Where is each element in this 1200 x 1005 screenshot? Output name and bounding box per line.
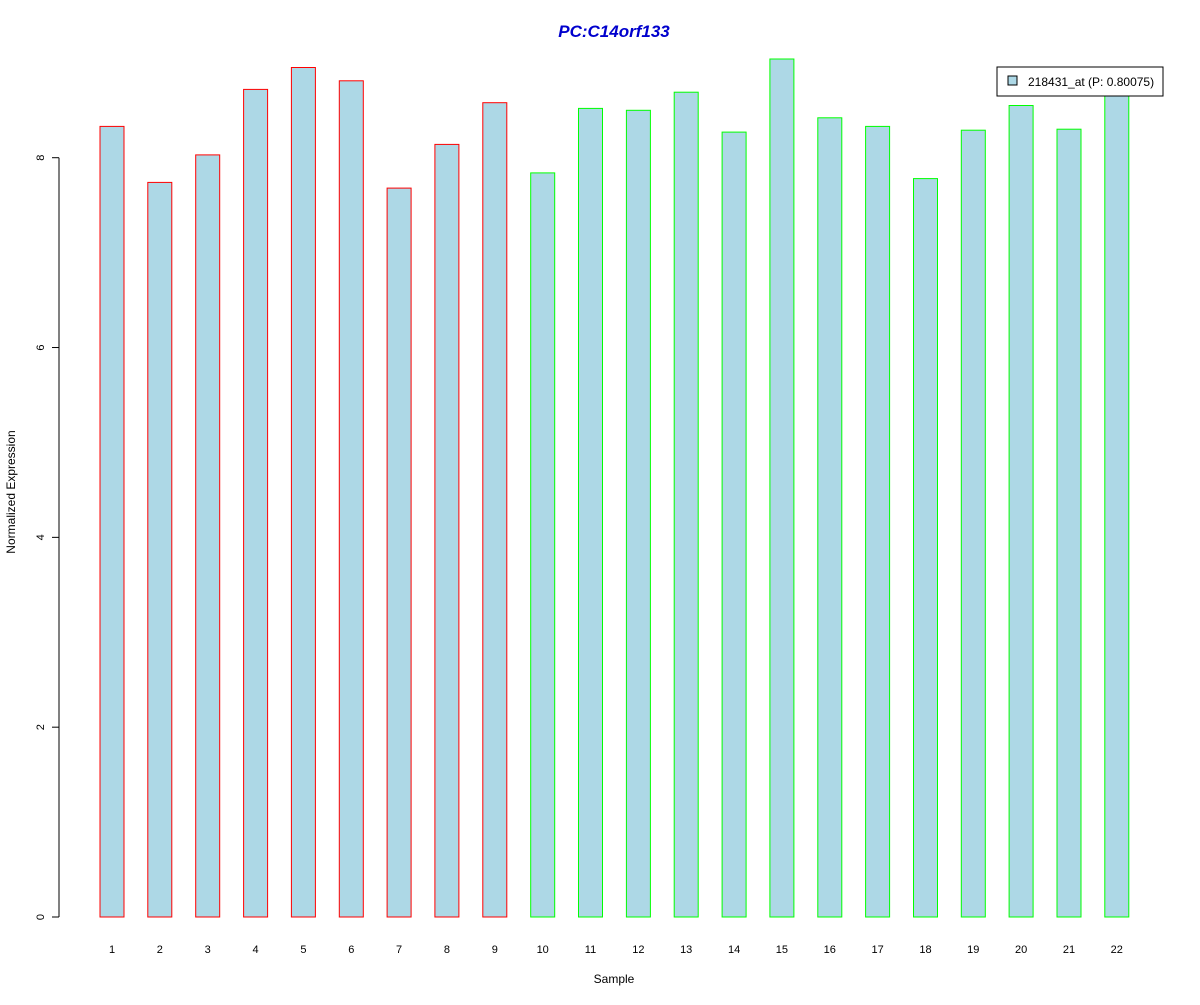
bar-sample-22 xyxy=(1104,88,1130,918)
y-tick-label: 4 xyxy=(35,534,47,540)
bar-sample-14 xyxy=(721,131,747,918)
x-tick-label: 7 xyxy=(396,944,402,956)
x-tick-label: 9 xyxy=(492,944,498,956)
bar-sample-3 xyxy=(195,154,221,918)
x-tick-label: 16 xyxy=(824,944,836,956)
bar-sample-17 xyxy=(865,125,891,918)
x-tick-label: 2 xyxy=(157,944,163,956)
x-tick-label: 11 xyxy=(585,944,596,956)
x-tick-label: 18 xyxy=(919,944,931,956)
legend-label: 218431_at (P: 0.80075) xyxy=(1028,75,1154,89)
x-tick-label: 13 xyxy=(680,944,692,956)
bar-sample-10 xyxy=(530,172,556,918)
legend-swatch xyxy=(1007,75,1018,86)
x-tick-label: 22 xyxy=(1111,944,1123,956)
x-tick-label: 20 xyxy=(1015,944,1027,956)
bar-sample-9 xyxy=(482,102,508,918)
x-tick-label: 6 xyxy=(348,944,354,956)
x-tick-label: 21 xyxy=(1063,944,1075,956)
bar-sample-15 xyxy=(769,58,795,918)
x-tick-label: 19 xyxy=(967,944,979,956)
bar-sample-19 xyxy=(960,129,986,918)
y-axis: 0 2 4 6 8 xyxy=(35,155,60,920)
y-tick-label: 2 xyxy=(35,724,47,730)
bar-sample-6 xyxy=(338,80,364,918)
chart-title: PC:C14orf133 xyxy=(558,22,670,41)
x-tick-label: 4 xyxy=(253,944,259,956)
x-axis: 1 2 3 4 5 6 7 8 9 10 11 12 13 14 15 16 17 18 19 20 21 22 xyxy=(109,944,1123,956)
x-tick-label: 3 xyxy=(205,944,211,956)
bars-layer xyxy=(99,58,1130,918)
y-tick-label: 6 xyxy=(35,344,47,350)
bar-sample-20 xyxy=(1008,105,1034,918)
bar-sample-4 xyxy=(243,88,269,918)
x-tick-label: 5 xyxy=(300,944,306,956)
x-tick-label: 14 xyxy=(728,944,740,956)
y-tick-label: 0 xyxy=(35,914,47,920)
bar-sample-5 xyxy=(290,67,316,918)
x-axis-label: Sample xyxy=(594,972,635,986)
legend: 218431_at (P: 0.80075) xyxy=(996,66,1164,97)
bar-sample-8 xyxy=(434,143,460,918)
bar-sample-16 xyxy=(817,117,843,918)
x-tick-label: 8 xyxy=(444,944,450,956)
x-tick-label: 10 xyxy=(537,944,549,956)
bar-sample-11 xyxy=(578,107,603,918)
bar-sample-13 xyxy=(673,91,699,918)
bar-sample-2 xyxy=(147,181,173,918)
y-axis-label: Normalized Expression xyxy=(4,430,18,553)
x-tick-label: 17 xyxy=(871,944,883,956)
bar-sample-21 xyxy=(1056,128,1082,918)
x-tick-label: 12 xyxy=(632,944,644,956)
bar-sample-12 xyxy=(625,109,651,918)
bar-sample-1 xyxy=(99,125,125,918)
bar-sample-18 xyxy=(913,178,938,918)
x-tick-label: 15 xyxy=(776,944,788,956)
legend-box xyxy=(996,66,1164,97)
x-tick-label: 1 xyxy=(109,944,115,956)
bar-sample-7 xyxy=(386,187,412,918)
y-tick-label: 8 xyxy=(35,155,47,161)
